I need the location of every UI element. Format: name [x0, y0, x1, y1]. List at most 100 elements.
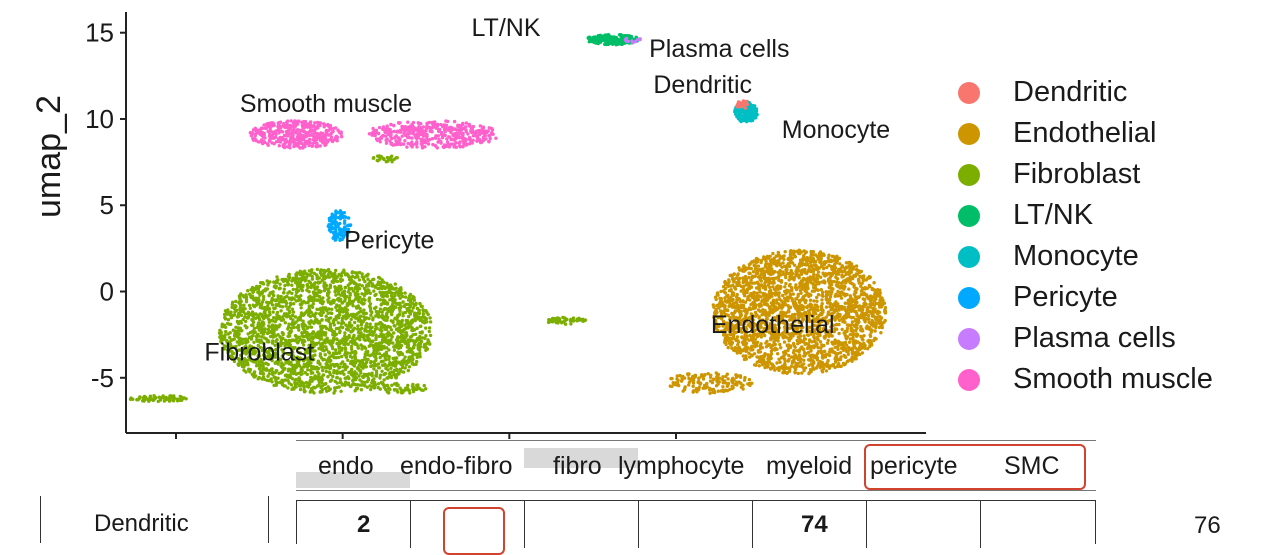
point-fibroblast — [353, 361, 358, 365]
point-smooth-muscle — [299, 133, 303, 138]
point-fibroblast — [338, 365, 342, 369]
point-smooth-muscle — [431, 122, 436, 127]
point-fibroblast — [395, 356, 399, 360]
point-smooth-muscle — [315, 133, 320, 137]
point-fibroblast — [332, 364, 337, 368]
point-fibroblast — [273, 343, 277, 347]
point-fibroblast — [346, 324, 350, 329]
point-fibroblast — [233, 331, 238, 335]
point-fibroblast — [323, 325, 328, 329]
point-fibroblast — [260, 300, 265, 304]
point-fibroblast — [329, 302, 333, 306]
point-fibroblast — [396, 322, 400, 326]
point-smooth-muscle — [443, 130, 447, 134]
point-fibroblast — [335, 341, 339, 346]
point-endothelial — [854, 290, 858, 295]
point-fibroblast — [390, 383, 394, 387]
point-smooth-muscle — [271, 121, 275, 125]
point-smooth-muscle — [420, 130, 424, 134]
point-fibroblast — [401, 300, 405, 304]
point-fibroblast — [319, 344, 323, 349]
point-smooth-muscle — [481, 128, 485, 133]
point-fibroblast — [415, 306, 420, 311]
point-fibroblast — [297, 350, 301, 355]
point-fibroblast — [280, 305, 285, 309]
point-fibroblast — [378, 154, 383, 159]
point-fibroblast — [389, 293, 394, 298]
point-fibroblast — [342, 293, 347, 297]
point-fibroblast — [326, 385, 330, 389]
point-pericyte — [338, 238, 342, 242]
point-fibroblast — [295, 362, 299, 367]
point-fibroblast — [398, 292, 402, 296]
point-fibroblast — [371, 339, 375, 344]
point-fibroblast — [334, 348, 338, 352]
point-smooth-muscle — [405, 145, 409, 149]
point-fibroblast — [372, 377, 376, 381]
point-fibroblast — [373, 284, 377, 288]
point-smooth-muscle — [321, 141, 325, 145]
point-fibroblast — [290, 291, 294, 296]
point-fibroblast — [405, 386, 410, 391]
point-fibroblast — [382, 363, 387, 368]
point-smooth-muscle — [372, 129, 376, 133]
point-fibroblast — [275, 310, 280, 315]
point-fibroblast — [311, 349, 315, 353]
point-fibroblast — [373, 342, 378, 347]
point-smooth-muscle — [469, 140, 473, 144]
point-fibroblast — [270, 323, 275, 327]
point-fibroblast — [365, 385, 369, 389]
point-fibroblast — [385, 383, 390, 388]
point-fibroblast — [308, 380, 312, 384]
point-fibroblast — [306, 368, 310, 372]
point-smooth-muscle — [292, 144, 296, 149]
point-fibroblast — [299, 313, 303, 317]
point-smooth-muscle — [469, 127, 473, 131]
point-fibroblast — [360, 344, 364, 349]
point-pericyte — [345, 233, 349, 238]
point-fibroblast — [395, 156, 399, 160]
point-fibroblast — [411, 306, 415, 310]
point-fibroblast — [298, 318, 303, 322]
point-fibroblast — [413, 311, 417, 316]
point-fibroblast — [303, 363, 308, 367]
point-smooth-muscle — [475, 139, 479, 143]
point-fibroblast — [422, 383, 426, 388]
point-smooth-muscle — [295, 144, 300, 148]
point-fibroblast — [277, 286, 282, 290]
point-fibroblast — [255, 337, 259, 342]
point-fibroblast — [380, 341, 384, 345]
point-pericyte — [334, 232, 338, 236]
point-smooth-muscle — [386, 132, 391, 137]
point-endothelial — [796, 371, 800, 376]
point-fibroblast — [551, 320, 555, 324]
point-fibroblast — [182, 396, 186, 400]
point-endothelial — [779, 346, 783, 350]
point-fibroblast — [414, 332, 418, 336]
point-fibroblast — [376, 385, 380, 390]
point-fibroblast — [404, 318, 408, 323]
point-smooth-muscle — [485, 130, 489, 135]
point-fibroblast — [254, 296, 258, 300]
point-fibroblast — [309, 319, 313, 323]
point-smooth-muscle — [494, 136, 498, 140]
point-fibroblast — [396, 326, 400, 331]
point-endothelial — [775, 361, 779, 365]
point-fibroblast — [310, 270, 314, 274]
point-fibroblast — [260, 327, 264, 332]
point-fibroblast — [348, 293, 352, 297]
point-fibroblast — [291, 371, 295, 376]
point-fibroblast — [262, 316, 266, 321]
point-fibroblast — [234, 344, 238, 349]
point-fibroblast — [318, 312, 322, 316]
point-smooth-muscle — [426, 142, 431, 146]
point-fibroblast — [306, 313, 311, 317]
point-fibroblast — [378, 373, 383, 377]
point-fibroblast — [361, 375, 365, 380]
point-fibroblast — [334, 315, 338, 319]
point-smooth-muscle — [454, 132, 458, 136]
point-fibroblast — [283, 338, 288, 342]
point-fibroblast — [386, 290, 391, 295]
point-endothelial — [809, 265, 814, 269]
